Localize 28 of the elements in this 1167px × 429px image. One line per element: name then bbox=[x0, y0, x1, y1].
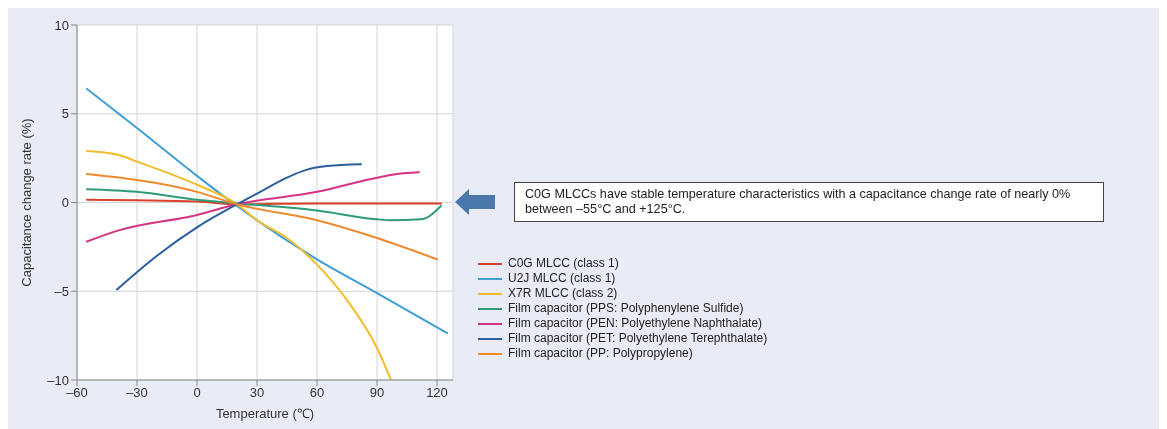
y-tick-label: –10 bbox=[47, 372, 69, 388]
x-tick-label: 0 bbox=[193, 385, 201, 401]
legend-label: Film capacitor (PET: Polyethylene Terephthalate) bbox=[508, 331, 768, 346]
legend-label: X7R MLCC (class 2) bbox=[508, 286, 618, 301]
y-tick-label: 10 bbox=[54, 17, 69, 33]
legend-label: Film capacitor (PP: Polypropylene) bbox=[508, 346, 693, 361]
line-series bbox=[86, 87, 448, 334]
x-tick-label: 120 bbox=[426, 385, 448, 401]
x-tick-label: –60 bbox=[66, 385, 88, 401]
x-tick-label: 90 bbox=[369, 385, 385, 401]
line-series bbox=[86, 188, 442, 222]
legend-label: Film capacitor (PPS: Polyphenylene Sulfide) bbox=[508, 301, 744, 316]
text: C0G MLCCs have stable temperature characteristics with a capacitance change rate of nearly 0% between –55°C and +125°C. bbox=[514, 182, 1104, 222]
y-tick-label: 5 bbox=[61, 106, 69, 122]
legend-label: C0G MLCC (class 1) bbox=[508, 256, 619, 271]
x-tick-label: –30 bbox=[126, 385, 148, 401]
x-tick-label: 30 bbox=[249, 385, 265, 401]
legend-label: U2J MLCC (class 1) bbox=[508, 271, 616, 286]
line-series bbox=[86, 150, 392, 380]
legend-label: Film capacitor (PEN: Polyethylene Naphthalate) bbox=[508, 316, 763, 331]
line-series bbox=[86, 173, 438, 261]
y-tick-label: 0 bbox=[61, 195, 69, 211]
y-axis-title: Capacitance change rate (%) bbox=[18, 118, 34, 287]
line-series bbox=[116, 163, 362, 291]
y-tick-label: –5 bbox=[54, 283, 69, 299]
x-axis-title: Temperature (℃) bbox=[215, 406, 315, 421]
line-series bbox=[86, 171, 420, 243]
x-tick-label: 60 bbox=[309, 385, 325, 401]
